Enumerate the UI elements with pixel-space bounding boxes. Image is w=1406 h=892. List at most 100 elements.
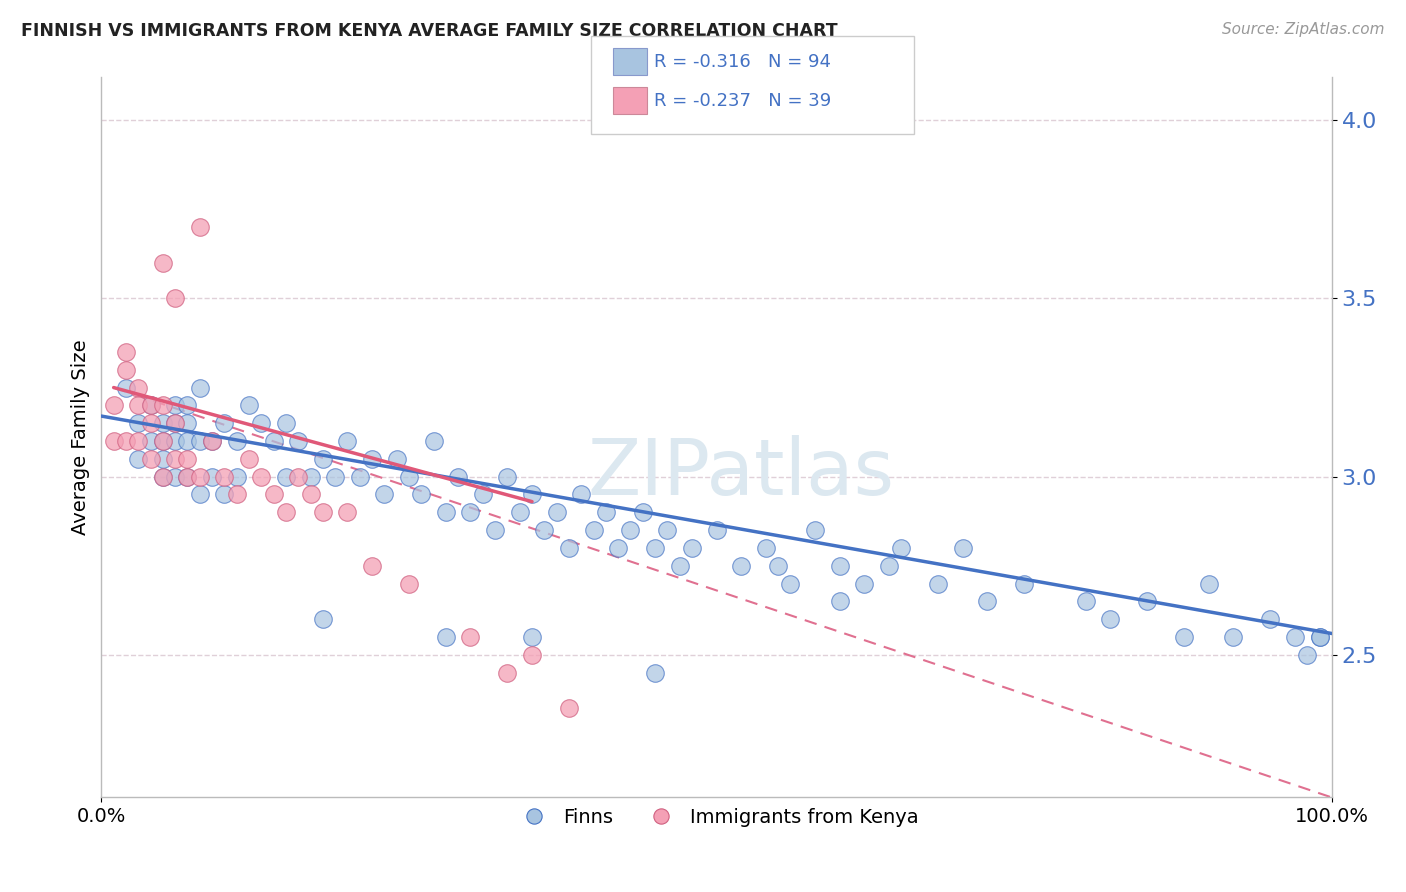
Point — [558, 701, 581, 715]
Point — [644, 665, 666, 680]
Point — [1136, 594, 1159, 608]
Point — [263, 434, 285, 448]
Point — [1296, 648, 1319, 662]
Point — [1074, 594, 1097, 608]
Point — [250, 469, 273, 483]
Point — [730, 558, 752, 573]
Point — [115, 380, 138, 394]
Point — [176, 469, 198, 483]
Point — [127, 416, 149, 430]
Point — [373, 487, 395, 501]
Point — [398, 576, 420, 591]
Point — [188, 434, 211, 448]
Point — [755, 541, 778, 555]
Point — [225, 487, 247, 501]
Point — [152, 416, 174, 430]
Point — [238, 398, 260, 412]
Point — [188, 469, 211, 483]
Point — [496, 469, 519, 483]
Point — [152, 398, 174, 412]
Point — [127, 380, 149, 394]
Point — [165, 398, 187, 412]
Point — [520, 630, 543, 644]
Point — [460, 505, 482, 519]
Point — [299, 469, 322, 483]
Point — [361, 558, 384, 573]
Point — [349, 469, 371, 483]
Point — [706, 523, 728, 537]
Point — [569, 487, 592, 501]
Point — [139, 451, 162, 466]
Point — [152, 451, 174, 466]
Point — [214, 469, 236, 483]
Point — [1198, 576, 1220, 591]
Point — [336, 434, 359, 448]
Point — [115, 362, 138, 376]
Point — [165, 416, 187, 430]
Point — [214, 487, 236, 501]
Point — [828, 594, 851, 608]
Point — [582, 523, 605, 537]
Point — [1099, 612, 1122, 626]
Point — [299, 487, 322, 501]
Point — [103, 398, 125, 412]
Text: R = -0.237   N = 39: R = -0.237 N = 39 — [654, 92, 831, 110]
Point — [631, 505, 654, 519]
Point — [361, 451, 384, 466]
Point — [336, 505, 359, 519]
Point — [398, 469, 420, 483]
Point — [484, 523, 506, 537]
Y-axis label: Average Family Size: Average Family Size — [72, 340, 90, 535]
Point — [165, 434, 187, 448]
Point — [274, 505, 297, 519]
Point — [176, 434, 198, 448]
Point — [644, 541, 666, 555]
Point — [877, 558, 900, 573]
Point — [668, 558, 690, 573]
Point — [927, 576, 949, 591]
Point — [779, 576, 801, 591]
Point — [115, 434, 138, 448]
Point — [188, 220, 211, 235]
Point — [201, 434, 224, 448]
Point — [1309, 630, 1331, 644]
Point — [225, 434, 247, 448]
Point — [681, 541, 703, 555]
Point — [434, 505, 457, 519]
Point — [165, 451, 187, 466]
Point — [323, 469, 346, 483]
Text: Source: ZipAtlas.com: Source: ZipAtlas.com — [1222, 22, 1385, 37]
Point — [509, 505, 531, 519]
Point — [312, 612, 335, 626]
Text: R = -0.316   N = 94: R = -0.316 N = 94 — [654, 53, 831, 70]
Point — [139, 398, 162, 412]
Point — [176, 469, 198, 483]
Legend: Finns, Immigrants from Kenya: Finns, Immigrants from Kenya — [506, 800, 927, 835]
Point — [411, 487, 433, 501]
Point — [952, 541, 974, 555]
Text: FINNISH VS IMMIGRANTS FROM KENYA AVERAGE FAMILY SIZE CORRELATION CHART: FINNISH VS IMMIGRANTS FROM KENYA AVERAGE… — [21, 22, 838, 40]
Point — [250, 416, 273, 430]
Point — [214, 416, 236, 430]
Point — [139, 398, 162, 412]
Point — [496, 665, 519, 680]
Point — [176, 398, 198, 412]
Point — [976, 594, 998, 608]
Point — [1309, 630, 1331, 644]
Point — [152, 256, 174, 270]
Point — [520, 487, 543, 501]
Point — [546, 505, 568, 519]
Point — [103, 434, 125, 448]
Point — [766, 558, 789, 573]
Point — [127, 398, 149, 412]
Point — [312, 505, 335, 519]
Point — [188, 380, 211, 394]
Point — [225, 469, 247, 483]
Point — [287, 469, 309, 483]
Point — [201, 469, 224, 483]
Point — [1173, 630, 1195, 644]
Point — [152, 434, 174, 448]
Point — [422, 434, 444, 448]
Point — [165, 416, 187, 430]
Point — [1012, 576, 1035, 591]
